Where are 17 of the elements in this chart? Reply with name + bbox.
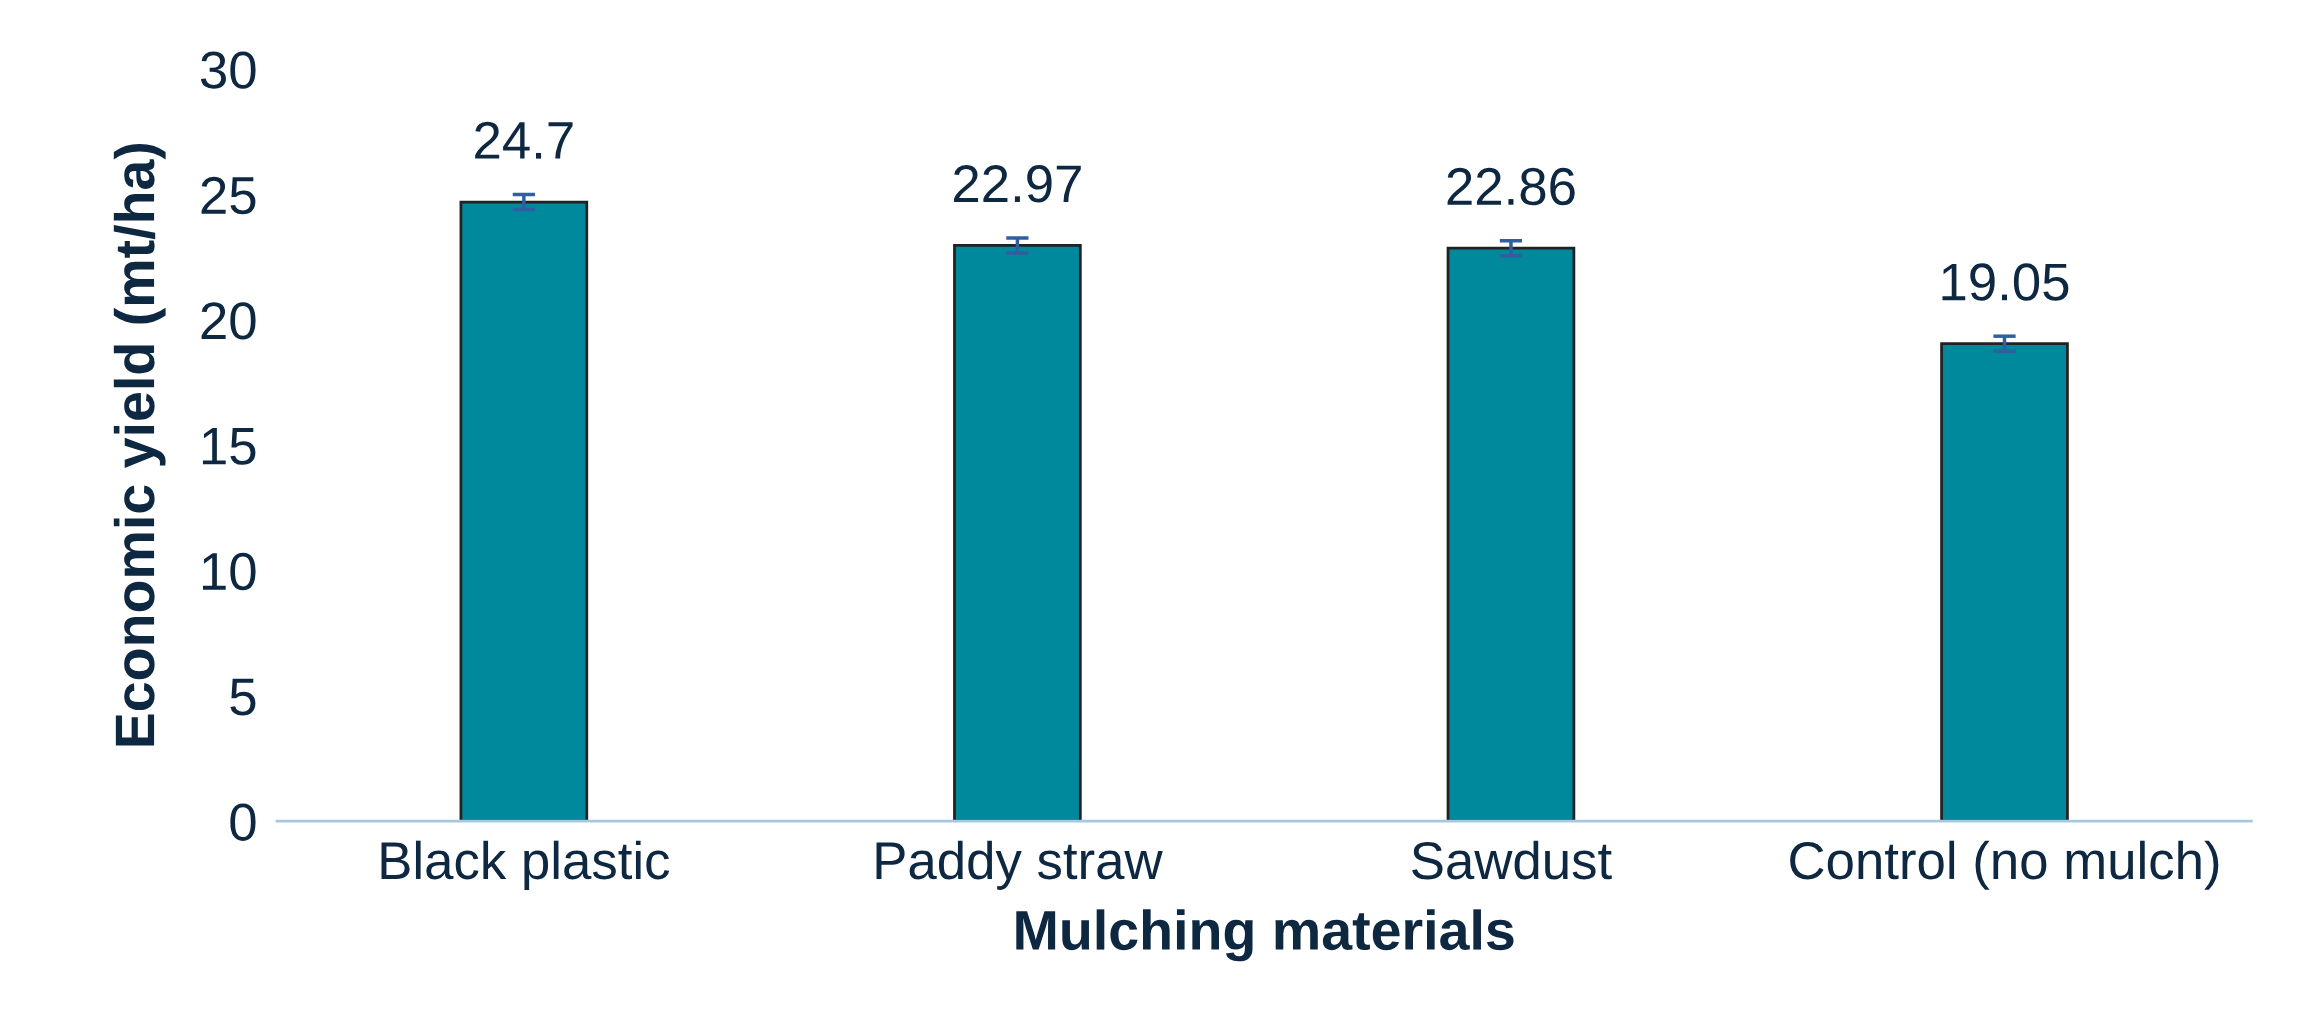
y-tick-label: 25 [201,176,256,215]
x-axis-title: Mulching materials [1016,909,1514,962]
y-tick-label: 20 [201,302,256,340]
y-tick-label: 10 [202,552,256,591]
y-axis-title: Economic yield (mt/ha) [113,143,166,746]
x-tick-label: Control (no mulch) [1790,840,2219,890]
y-tick-label: 0 [230,803,256,841]
data-label: 22.97 [954,165,1081,203]
data-label: 22.86 [1447,167,1575,206]
x-tick-label: Paddy straw [876,840,1163,890]
y-tick-label: 15 [202,428,256,465]
data-label: 24.7 [475,121,573,159]
x-tick-label: Black plastic [381,840,670,890]
y-tick-label: 30 [200,51,256,89]
y-tick-label: 5 [230,678,256,716]
data-label: 19.05 [1942,263,2069,301]
x-tick-label: Sawdust [1412,840,1612,880]
